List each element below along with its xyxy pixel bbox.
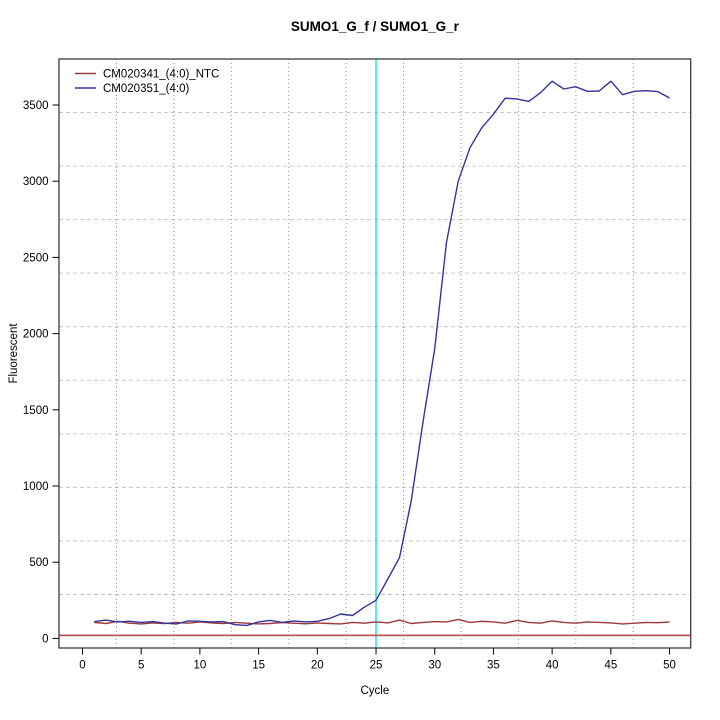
series-line-sample	[94, 80, 670, 627]
x-tick-label: 25	[370, 660, 383, 672]
x-tick-label: 40	[546, 660, 559, 672]
y-tick-label: 3500	[23, 100, 49, 112]
x-tick-label: 50	[663, 660, 676, 672]
y-tick-label: 3000	[23, 176, 49, 188]
x-tick-label: 35	[487, 660, 500, 672]
x-tick-label: 15	[252, 660, 265, 672]
y-tick-label: 1000	[23, 481, 49, 493]
plot-title: SUMO1_G_f / SUMO1_G_r	[291, 19, 460, 34]
y-tick-label: 0	[42, 633, 48, 645]
y-axis-label: Fluorescent	[8, 323, 20, 384]
legend-label-sample: CM020351_(4:0)	[103, 83, 189, 95]
x-tick-label: 5	[138, 660, 144, 672]
y-tick-label: 500	[29, 557, 48, 569]
plot-panel-border	[58, 58, 692, 649]
x-tick-label: 0	[79, 660, 85, 672]
x-tick-label: 45	[604, 660, 617, 672]
y-tick-label: 2500	[23, 252, 49, 264]
x-tick-label: 20	[311, 660, 324, 672]
y-tick-label: 2000	[23, 329, 49, 341]
x-axis-label: Cycle	[360, 685, 389, 697]
y-tick-label: 1500	[23, 405, 49, 417]
series-line-ntc	[94, 618, 670, 625]
x-tick-label: 30	[428, 660, 441, 672]
x-tick-label: 10	[194, 660, 207, 672]
legend-label-ntc: CM020341_(4:0)_NTC	[103, 69, 219, 81]
